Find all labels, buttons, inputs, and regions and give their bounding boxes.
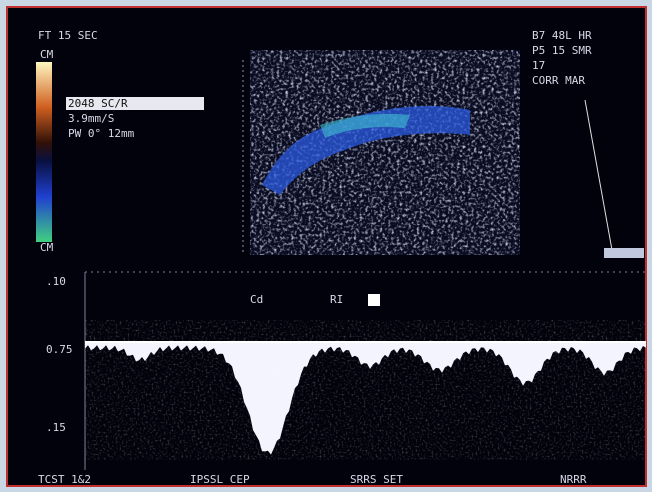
color-bar-top: CM [40,48,54,61]
header-right-line: P5 15 SMR [532,44,592,57]
setting-line: PW 0° 12mm [68,127,135,140]
header-right-line: 17 [532,59,545,72]
spectrum-axis-label: .10 [46,275,66,288]
color-bar-bottom: CM [40,241,54,254]
screenshot: CM CM FT 15 SEC B7 48L HR P5 15 SMR 17 CORR… [0,0,652,492]
setting-line: 2048 SC/R [68,97,128,110]
marker-box [368,294,380,306]
footer-label: TCST 1&2 [38,473,91,486]
spectrum-axis-label: 0.75 [46,343,73,356]
spectrum-marker: Cd [250,293,263,306]
header-left: FT 15 SEC [38,29,98,42]
footer-label: SRRS SET [350,473,403,486]
setting-line: 3.9mm/S [68,112,114,125]
spectrum-marker: RI [330,293,343,306]
footer-label: NRRR [560,473,587,486]
header-right-line: CORR MAR [532,74,585,87]
ultrasound-screen: CM CM FT 15 SEC B7 48L HR P5 15 SMR 17 CORR… [0,0,652,492]
header-right-line: B7 48L HR [532,29,592,42]
footer-label: IPSSL CEP [190,473,250,486]
color-bar [36,62,52,242]
spectrum-axis-label: .15 [46,421,66,434]
label-box [604,248,644,258]
